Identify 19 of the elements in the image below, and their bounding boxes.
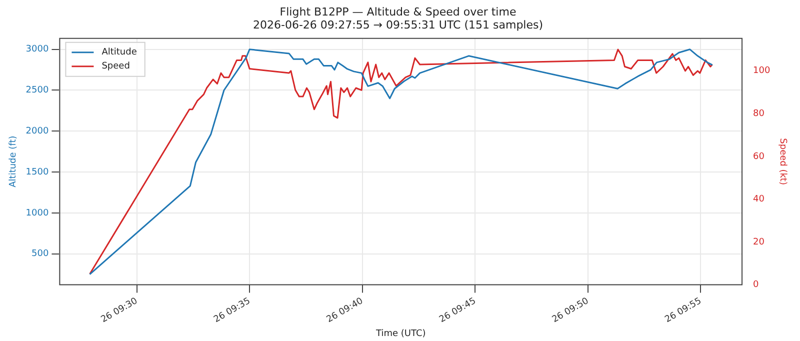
y-tick-label: 2000 — [26, 126, 49, 136]
legend-label: Altitude — [102, 48, 138, 58]
x-axis-title: Time (UTC) — [374, 328, 426, 339]
y2-tick-label: 0 — [753, 280, 760, 290]
y-axis-title: Altitude (ft) — [8, 136, 19, 188]
chart-title: Flight B12PP — Altitude & Speed over time — [280, 5, 516, 18]
y-tick-label: 1500 — [26, 167, 49, 178]
y2-tick-label: 40 — [753, 194, 765, 205]
y2-tick-label: 20 — [753, 237, 765, 248]
y-tick-label: 1000 — [26, 208, 49, 218]
y2-tick-label: 80 — [753, 109, 765, 120]
y-tick-label: 500 — [32, 249, 49, 260]
y2-tick-label: 60 — [753, 152, 765, 162]
y2-axis-title: Speed (kt) — [777, 138, 788, 185]
chart-subtitle: 2026-06-26 09:27:55 → 09:55:31 UTC (151 samples) — [252, 18, 544, 32]
legend-label: Speed — [102, 62, 130, 72]
y2-tick-label: 100 — [753, 66, 770, 76]
y-tick-label: 2500 — [26, 86, 49, 96]
y-tick-label: 3000 — [26, 44, 49, 55]
